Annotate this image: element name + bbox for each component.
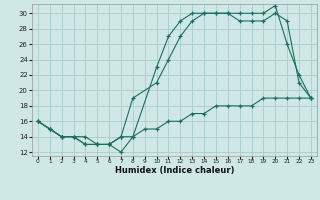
X-axis label: Humidex (Indice chaleur): Humidex (Indice chaleur) <box>115 166 234 175</box>
